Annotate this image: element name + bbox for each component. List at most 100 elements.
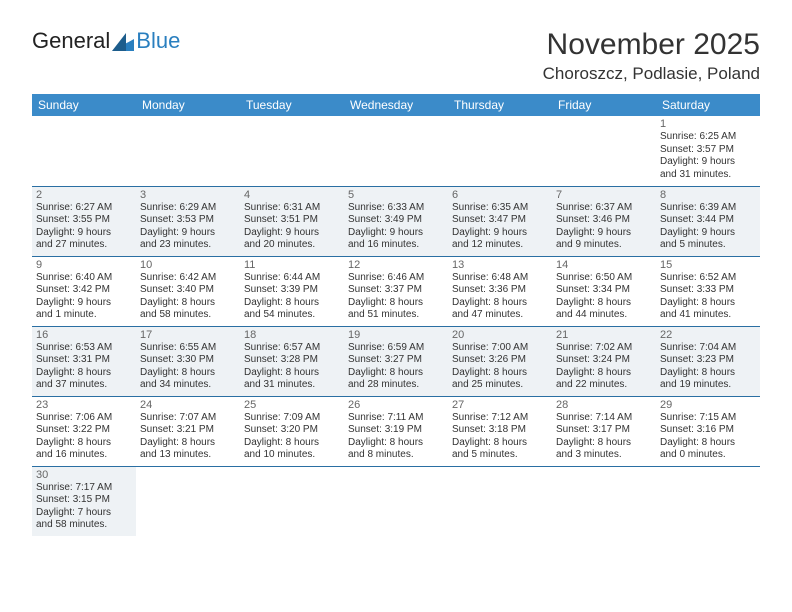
calendar-day-cell: 11Sunrise: 6:44 AMSunset: 3:39 PMDayligh… <box>240 256 344 326</box>
sunset-text: Sunset: 3:37 PM <box>348 284 444 297</box>
calendar-day-cell: 25Sunrise: 7:09 AMSunset: 3:20 PMDayligh… <box>240 396 344 466</box>
day-number: 14 <box>556 259 652 271</box>
daylight-text: and 10 minutes. <box>244 449 340 462</box>
weekday-header: Friday <box>552 94 656 116</box>
calendar-day-cell <box>136 466 240 536</box>
day-number: 23 <box>36 399 132 411</box>
day-number: 7 <box>556 189 652 201</box>
sunrise-text: Sunrise: 6:25 AM <box>660 131 756 144</box>
sunset-text: Sunset: 3:23 PM <box>660 354 756 367</box>
daylight-text: Daylight: 8 hours <box>244 367 340 380</box>
daylight-text: Daylight: 8 hours <box>556 297 652 310</box>
day-number: 20 <box>452 329 548 341</box>
daylight-text: and 31 minutes. <box>244 379 340 392</box>
sunset-text: Sunset: 3:30 PM <box>140 354 236 367</box>
daylight-text: Daylight: 8 hours <box>348 297 444 310</box>
daylight-text: and 5 minutes. <box>452 449 548 462</box>
sunset-text: Sunset: 3:24 PM <box>556 354 652 367</box>
day-number: 11 <box>244 259 340 271</box>
day-number: 9 <box>36 259 132 271</box>
sunset-text: Sunset: 3:44 PM <box>660 214 756 227</box>
day-number: 2 <box>36 189 132 201</box>
calendar-day-cell: 21Sunrise: 7:02 AMSunset: 3:24 PMDayligh… <box>552 326 656 396</box>
calendar-day-cell: 7Sunrise: 6:37 AMSunset: 3:46 PMDaylight… <box>552 186 656 256</box>
calendar-day-cell: 29Sunrise: 7:15 AMSunset: 3:16 PMDayligh… <box>656 396 760 466</box>
daylight-text: and 3 minutes. <box>556 449 652 462</box>
day-number: 16 <box>36 329 132 341</box>
calendar-day-cell: 27Sunrise: 7:12 AMSunset: 3:18 PMDayligh… <box>448 396 552 466</box>
day-number: 25 <box>244 399 340 411</box>
daylight-text: and 16 minutes. <box>348 239 444 252</box>
daylight-text: Daylight: 9 hours <box>452 227 548 240</box>
calendar-day-cell: 9Sunrise: 6:40 AMSunset: 3:42 PMDaylight… <box>32 256 136 326</box>
calendar-day-cell <box>552 466 656 536</box>
daylight-text: Daylight: 8 hours <box>36 367 132 380</box>
calendar-day-cell <box>240 466 344 536</box>
calendar-day-cell: 8Sunrise: 6:39 AMSunset: 3:44 PMDaylight… <box>656 186 760 256</box>
daylight-text: and 58 minutes. <box>36 519 132 532</box>
day-number: 30 <box>36 469 132 481</box>
daylight-text: Daylight: 8 hours <box>244 437 340 450</box>
logo-text-2: Blue <box>136 28 180 54</box>
weekday-header: Wednesday <box>344 94 448 116</box>
sunrise-text: Sunrise: 7:12 AM <box>452 412 548 425</box>
daylight-text: and 0 minutes. <box>660 449 756 462</box>
sunset-text: Sunset: 3:31 PM <box>36 354 132 367</box>
daylight-text: and 54 minutes. <box>244 309 340 322</box>
calendar-day-cell: 26Sunrise: 7:11 AMSunset: 3:19 PMDayligh… <box>344 396 448 466</box>
day-number: 27 <box>452 399 548 411</box>
sunrise-text: Sunrise: 6:44 AM <box>244 272 340 285</box>
calendar-day-cell: 24Sunrise: 7:07 AMSunset: 3:21 PMDayligh… <box>136 396 240 466</box>
day-number: 19 <box>348 329 444 341</box>
calendar-week-row: 9Sunrise: 6:40 AMSunset: 3:42 PMDaylight… <box>32 256 760 326</box>
weekday-header-row: Sunday Monday Tuesday Wednesday Thursday… <box>32 94 760 116</box>
daylight-text: Daylight: 8 hours <box>140 297 236 310</box>
weekday-header: Tuesday <box>240 94 344 116</box>
daylight-text: and 34 minutes. <box>140 379 236 392</box>
calendar-day-cell: 10Sunrise: 6:42 AMSunset: 3:40 PMDayligh… <box>136 256 240 326</box>
title-block: November 2025 Choroszcz, Podlasie, Polan… <box>543 28 760 84</box>
calendar-day-cell <box>656 466 760 536</box>
day-number: 26 <box>348 399 444 411</box>
daylight-text: Daylight: 8 hours <box>452 297 548 310</box>
daylight-text: Daylight: 8 hours <box>452 367 548 380</box>
calendar-day-cell: 16Sunrise: 6:53 AMSunset: 3:31 PMDayligh… <box>32 326 136 396</box>
calendar-day-cell: 22Sunrise: 7:04 AMSunset: 3:23 PMDayligh… <box>656 326 760 396</box>
sunrise-text: Sunrise: 6:33 AM <box>348 202 444 215</box>
sunset-text: Sunset: 3:20 PM <box>244 424 340 437</box>
sunrise-text: Sunrise: 6:55 AM <box>140 342 236 355</box>
daylight-text: and 31 minutes. <box>660 169 756 182</box>
sunrise-text: Sunrise: 7:07 AM <box>140 412 236 425</box>
sunset-text: Sunset: 3:57 PM <box>660 144 756 157</box>
sunset-text: Sunset: 3:19 PM <box>348 424 444 437</box>
daylight-text: and 22 minutes. <box>556 379 652 392</box>
daylight-text: Daylight: 9 hours <box>140 227 236 240</box>
sunrise-text: Sunrise: 6:29 AM <box>140 202 236 215</box>
calendar-day-cell: 14Sunrise: 6:50 AMSunset: 3:34 PMDayligh… <box>552 256 656 326</box>
sunrise-text: Sunrise: 6:48 AM <box>452 272 548 285</box>
daylight-text: Daylight: 9 hours <box>36 297 132 310</box>
sunrise-text: Sunrise: 7:09 AM <box>244 412 340 425</box>
sunrise-text: Sunrise: 7:11 AM <box>348 412 444 425</box>
daylight-text: and 28 minutes. <box>348 379 444 392</box>
day-number: 3 <box>140 189 236 201</box>
sunset-text: Sunset: 3:33 PM <box>660 284 756 297</box>
calendar-day-cell: 23Sunrise: 7:06 AMSunset: 3:22 PMDayligh… <box>32 396 136 466</box>
sunset-text: Sunset: 3:27 PM <box>348 354 444 367</box>
sunrise-text: Sunrise: 6:42 AM <box>140 272 236 285</box>
daylight-text: Daylight: 8 hours <box>660 367 756 380</box>
daylight-text: and 20 minutes. <box>244 239 340 252</box>
sunrise-text: Sunrise: 6:57 AM <box>244 342 340 355</box>
calendar-page: General Blue November 2025 Choroszcz, Po… <box>0 0 792 536</box>
day-number: 5 <box>348 189 444 201</box>
day-number: 18 <box>244 329 340 341</box>
day-number: 8 <box>660 189 756 201</box>
calendar-day-cell: 13Sunrise: 6:48 AMSunset: 3:36 PMDayligh… <box>448 256 552 326</box>
sunset-text: Sunset: 3:55 PM <box>36 214 132 227</box>
calendar-day-cell <box>32 116 136 186</box>
weekday-header: Sunday <box>32 94 136 116</box>
sunset-text: Sunset: 3:34 PM <box>556 284 652 297</box>
day-number: 17 <box>140 329 236 341</box>
daylight-text: Daylight: 8 hours <box>36 437 132 450</box>
calendar-day-cell <box>448 466 552 536</box>
